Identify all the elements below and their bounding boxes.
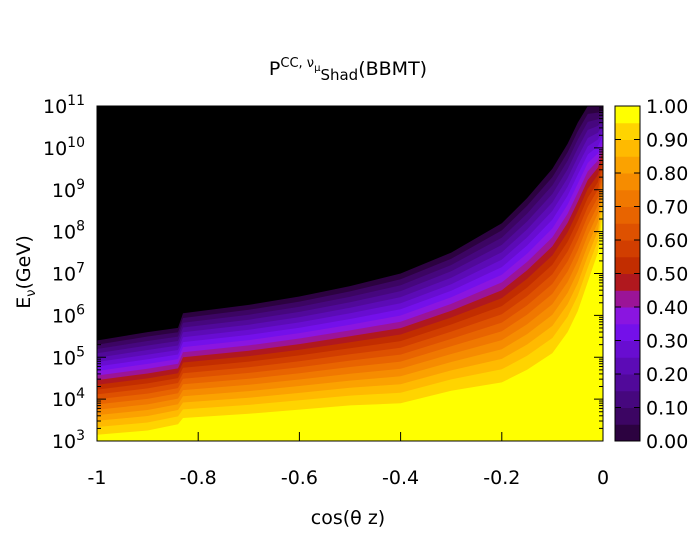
y-tick-label: 1011 [43, 93, 85, 118]
title-sup-sub: μ [314, 63, 321, 74]
title-sub: Shad [320, 66, 358, 84]
colorbar-segment [615, 206, 640, 224]
y-tick-label: 105 [52, 344, 85, 369]
colorbar-segment [615, 357, 640, 375]
title-base: P [269, 58, 280, 80]
colorbar-label: 0.50 [646, 264, 688, 286]
colorbar-segment [615, 424, 640, 442]
colorbar-label: 0.90 [646, 130, 688, 152]
x-tick-label: -0.8 [180, 467, 217, 489]
colorbar-label: 0.80 [646, 163, 688, 185]
colorbar-label: 0.30 [646, 331, 688, 353]
title-tail: (BBMT) [358, 58, 427, 80]
y-label-tail: (GeV) [13, 235, 35, 289]
axes: -1 -0.8 -0.6 -0.4 -0.2 0 103 104 105 106 107 108 109… [43, 93, 609, 489]
colorbar-segment [615, 323, 640, 341]
x-tick-label: -0.4 [382, 467, 419, 489]
colorbar-segment [615, 223, 640, 241]
colorbar-segment [615, 340, 640, 358]
x-tick-label: -1 [88, 467, 107, 489]
x-tick-label: -0.2 [483, 467, 520, 489]
y-tick-label: 108 [52, 219, 85, 244]
y-tick-label: 104 [52, 386, 85, 411]
y-axis-label: Eν(GeV) [13, 235, 39, 309]
colorbar-segment [615, 273, 640, 291]
colorbar-segment [615, 189, 640, 207]
y-tick-label: 1010 [43, 135, 85, 160]
y-tick-label: 106 [52, 302, 85, 327]
colorbar-segment [615, 122, 640, 140]
colorbar-segment [615, 407, 640, 425]
y-tick-label: 107 [52, 261, 85, 286]
y-tick-label: 109 [52, 177, 85, 202]
colorbar-label: 0.40 [646, 297, 688, 319]
colorbar-label: 0.70 [646, 197, 688, 219]
y-label-sub: ν [24, 289, 39, 296]
colorbar-label: 0.60 [646, 230, 688, 252]
colorbar-label: 0.20 [646, 364, 688, 386]
colorbar-segment [615, 240, 640, 258]
band-level-20 [97, 210, 603, 441]
plot-area [97, 106, 603, 442]
y-label-base: E [13, 297, 35, 309]
colorbar-segment [615, 139, 640, 157]
band-level-19 [97, 202, 603, 441]
chart-title: PCC, νμShad(BBMT) [269, 56, 427, 84]
colorbar-label: 0.10 [646, 398, 688, 420]
x-tick-label: -0.6 [281, 467, 318, 489]
colorbar-segment [615, 307, 640, 325]
colorbar-label: 1.00 [646, 96, 688, 118]
colorbar-segment [615, 256, 640, 274]
y-tick-label: 103 [52, 428, 85, 453]
x-tick-label: 0 [597, 467, 609, 489]
title-sup: CC, ν [280, 56, 314, 71]
colorbar-segment [615, 106, 640, 124]
x-axis-label: cos(θ z) [311, 507, 385, 529]
colorbar-segment [615, 290, 640, 308]
colorbar-segment [615, 173, 640, 191]
colorbar-segment [615, 374, 640, 392]
colorbar-segment [615, 390, 640, 408]
colorbar: 0.00 0.10 0.20 0.30 0.40 0.50 0.60 0.70 0.80 0.90… [614, 96, 688, 453]
colorbar-segment [615, 156, 640, 174]
colorbar-label: 0.00 [646, 431, 688, 453]
